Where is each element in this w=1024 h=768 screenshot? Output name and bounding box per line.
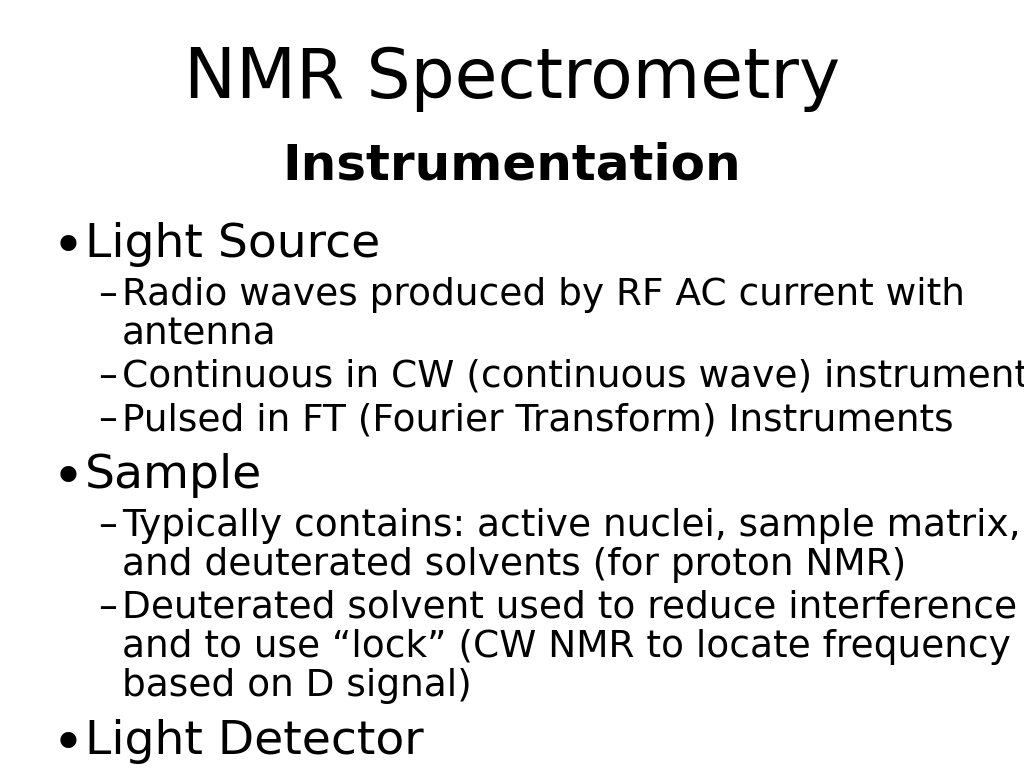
Text: •: •: [52, 453, 85, 507]
Text: Deuterated solvent used to reduce interference: Deuterated solvent used to reduce interf…: [122, 590, 1017, 626]
Text: Pulsed in FT (Fourier Transform) Instruments: Pulsed in FT (Fourier Transform) Instrum…: [122, 402, 953, 438]
Text: Typically contains: active nuclei, sample matrix,: Typically contains: active nuclei, sampl…: [122, 508, 1021, 544]
Text: based on D signal): based on D signal): [122, 668, 472, 704]
Text: –: –: [98, 590, 117, 626]
Text: •: •: [52, 222, 85, 276]
Text: antenna: antenna: [122, 316, 276, 352]
Text: Light Detector: Light Detector: [85, 719, 424, 764]
Text: –: –: [98, 277, 117, 313]
Text: •: •: [52, 719, 85, 768]
Text: Instrumentation: Instrumentation: [283, 142, 741, 190]
Text: and to use “lock” (CW NMR to locate frequency: and to use “lock” (CW NMR to locate freq…: [122, 629, 1011, 665]
Text: –: –: [98, 402, 117, 438]
Text: –: –: [98, 508, 117, 544]
Text: and deuterated solvents (for proton NMR): and deuterated solvents (for proton NMR): [122, 547, 906, 583]
Text: Sample: Sample: [85, 453, 262, 498]
Text: Radio waves produced by RF AC current with: Radio waves produced by RF AC current wi…: [122, 277, 965, 313]
Text: Continuous in CW (continuous wave) instruments: Continuous in CW (continuous wave) instr…: [122, 359, 1024, 395]
Text: NMR Spectrometry: NMR Spectrometry: [184, 45, 840, 112]
Text: –: –: [98, 359, 117, 395]
Text: Light Source: Light Source: [85, 222, 380, 267]
